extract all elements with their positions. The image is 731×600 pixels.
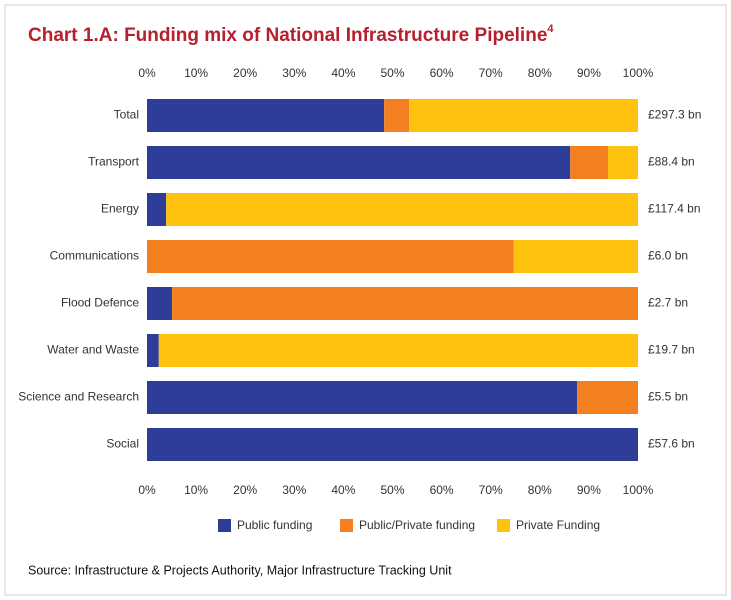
x-tick-label: 80% [528, 483, 552, 497]
bar-segment [577, 381, 638, 414]
bar-segment [384, 99, 410, 132]
bar-segment [147, 193, 167, 226]
bar-segment [147, 240, 514, 273]
legend-swatch [218, 519, 231, 532]
x-tick-label: 80% [528, 66, 552, 80]
title-note: 4 [547, 23, 554, 35]
bar-segment [409, 99, 638, 132]
bar-segment [608, 146, 638, 179]
bar-segment [513, 240, 638, 273]
bar-segment [147, 99, 385, 132]
x-tick-label: 90% [577, 66, 601, 80]
x-tick-label: 100% [623, 483, 654, 497]
bar-segment [147, 146, 571, 179]
x-tick-label: 10% [184, 483, 208, 497]
legend-label: Public/Private funding [359, 518, 475, 532]
category-label: Science and Research [18, 390, 139, 404]
legend-swatch [497, 519, 510, 532]
x-tick-label: 30% [282, 483, 306, 497]
chart-title: Chart 1.A: Funding mix of National Infra… [28, 23, 554, 46]
x-tick-label: 20% [233, 483, 257, 497]
row-total: £2.7 bn [648, 296, 688, 310]
row-total: £19.7 bn [648, 343, 695, 357]
bar-segment [147, 381, 578, 414]
x-tick-label: 70% [479, 483, 503, 497]
x-tick-label: 30% [282, 66, 306, 80]
bar-segment [172, 287, 638, 320]
bar-segment [147, 334, 159, 367]
x-tick-label: 70% [479, 66, 503, 80]
category-label: Transport [88, 155, 140, 169]
source: Source: Infrastructure & Projects Author… [28, 563, 452, 577]
x-tick-label: 40% [331, 66, 355, 80]
x-tick-label: 60% [430, 483, 454, 497]
x-tick-label: 40% [331, 483, 355, 497]
category-label: Energy [101, 202, 139, 216]
x-tick-label: 90% [577, 483, 601, 497]
category-label: Total [114, 108, 139, 122]
x-tick-label: 50% [380, 66, 404, 80]
x-tick-label: 20% [233, 66, 257, 80]
row-total: £117.4 bn [648, 202, 701, 216]
row-total: £5.5 bn [648, 390, 688, 404]
category-label: Social [106, 437, 139, 451]
bar-segment [166, 193, 639, 226]
row-total: £297.3 bn [648, 108, 701, 122]
row-total: £88.4 bn [648, 155, 695, 169]
x-tick-label: 0% [138, 483, 156, 497]
bar-segment [158, 334, 638, 367]
category-label: Water and Waste [47, 343, 139, 357]
legend-label: Public funding [237, 518, 312, 532]
legend-swatch [340, 519, 353, 532]
bar-segment [570, 146, 609, 179]
row-total: £6.0 bn [648, 249, 688, 263]
x-tick-label: 100% [623, 66, 654, 80]
x-tick-label: 10% [184, 66, 208, 80]
x-tick-label: 60% [430, 66, 454, 80]
x-tick-label: 50% [380, 483, 404, 497]
legend-label: Private Funding [516, 518, 600, 532]
category-label: Communications [50, 249, 139, 263]
bar-segment [147, 287, 173, 320]
bar-segment [147, 428, 638, 461]
x-tick-label: 0% [138, 66, 156, 80]
row-total: £57.6 bn [648, 437, 695, 451]
title-text: Chart 1.A: Funding mix of National Infra… [28, 25, 547, 46]
category-label: Flood Defence [61, 296, 139, 310]
